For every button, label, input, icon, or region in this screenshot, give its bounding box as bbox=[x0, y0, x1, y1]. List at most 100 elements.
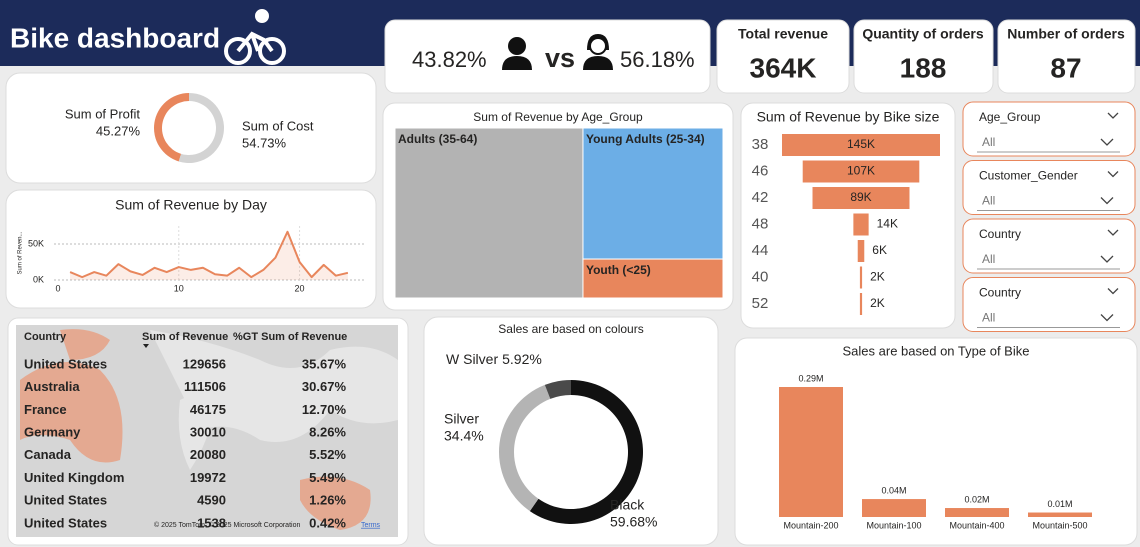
table-cell: United Kingdom bbox=[24, 470, 124, 485]
x-tick-label: 10 bbox=[174, 283, 184, 293]
table-cell: United States bbox=[24, 515, 107, 530]
slice-value: 45.27% bbox=[96, 123, 141, 138]
slice-value: 54.73% bbox=[242, 135, 287, 150]
chart-title: Sales are based on Type of Bike bbox=[843, 343, 1030, 358]
slice-label: Silver bbox=[444, 411, 479, 427]
x-tick-label: 20 bbox=[295, 283, 305, 293]
dropdown-chevron bbox=[1100, 197, 1114, 205]
colour-card bbox=[423, 316, 719, 546]
slicer-title: Customer_Gender bbox=[979, 169, 1078, 183]
category-label: 38 bbox=[752, 136, 769, 153]
table-cell: United States bbox=[24, 493, 107, 508]
slice-label: Sum of Profit bbox=[65, 106, 141, 121]
y-tick-label: 50K bbox=[28, 238, 44, 248]
table-cell: 5.49% bbox=[309, 470, 346, 485]
funnel-bar bbox=[853, 213, 869, 236]
treemap-tile bbox=[394, 127, 584, 299]
slicer-value: All bbox=[982, 311, 995, 325]
value-label: 0.02M bbox=[964, 494, 989, 504]
funnel-card bbox=[740, 102, 956, 329]
category-label: 46 bbox=[752, 162, 769, 179]
value-label: 0.01M bbox=[1047, 499, 1072, 509]
table-cell: United States bbox=[24, 356, 107, 371]
chevron bbox=[1107, 171, 1119, 178]
sort-arrow bbox=[143, 344, 149, 348]
chart-title: Sum of Revenue by Bike size bbox=[757, 109, 940, 125]
slicer-title: Age_Group bbox=[979, 110, 1041, 124]
slicer bbox=[962, 101, 1136, 157]
category-label: 42 bbox=[752, 189, 769, 206]
value-label: 89K bbox=[850, 190, 871, 204]
slicer bbox=[962, 277, 1136, 332]
slicer-value: All bbox=[982, 252, 995, 266]
value-label: 0.29M bbox=[798, 373, 823, 383]
table-cell: 111506 bbox=[184, 379, 226, 394]
donut-slice bbox=[529, 380, 644, 524]
dropdown-chevron bbox=[1100, 314, 1114, 322]
tile-label: Adults (35-64) bbox=[398, 132, 477, 146]
kpi-value: 87 bbox=[1050, 52, 1081, 83]
line-card bbox=[5, 189, 377, 309]
funnel-bar bbox=[812, 187, 910, 209]
map-attribution: © 2025 TomTom, © 2025 Microsoft Corporat… bbox=[154, 521, 300, 529]
kpi-value: 188 bbox=[900, 52, 947, 83]
table-cell: 1538 bbox=[197, 515, 226, 530]
bar bbox=[1028, 512, 1092, 517]
value-label: 2K bbox=[870, 296, 885, 310]
slice-value: 34.4% bbox=[444, 428, 484, 444]
chart-title: Sum of Revenue by Day bbox=[115, 197, 267, 213]
table-cell: 4590 bbox=[197, 493, 226, 508]
table-cell: 129656 bbox=[183, 356, 226, 371]
x-tick-label: 0 bbox=[55, 283, 60, 293]
table-cell: 1.26% bbox=[309, 493, 346, 508]
line bbox=[69, 230, 349, 279]
slicer-title: Country bbox=[979, 227, 1021, 241]
value-label: 14K bbox=[877, 217, 898, 231]
tile-label: Young Adults (25-34) bbox=[586, 132, 705, 146]
table-cell: 30.67% bbox=[302, 379, 347, 394]
donut-slice bbox=[544, 380, 571, 399]
value-label: 6K bbox=[872, 243, 887, 257]
category-label: Mountain-100 bbox=[866, 520, 921, 530]
table-cell: 0.42% bbox=[309, 515, 346, 530]
slicer bbox=[962, 218, 1136, 274]
chart-title: Sales are based on colours bbox=[498, 322, 643, 336]
kpi-label: Total revenue bbox=[738, 26, 828, 42]
map-terms[interactable]: Terms bbox=[361, 522, 381, 529]
funnel-bar bbox=[859, 293, 863, 315]
versus: vs bbox=[545, 43, 575, 73]
female-icon bbox=[583, 34, 613, 70]
category-label: 40 bbox=[752, 268, 769, 285]
table-cell: Canada bbox=[24, 447, 72, 462]
category-label: 44 bbox=[752, 242, 769, 259]
table-cell: Germany bbox=[24, 425, 81, 440]
chevron bbox=[1107, 229, 1119, 236]
slice-value: 59.68% bbox=[610, 514, 657, 530]
kpi-card bbox=[853, 19, 994, 94]
value-label: 107K bbox=[847, 164, 875, 178]
value-label: 2K bbox=[870, 270, 885, 284]
value-label: 0.04M bbox=[881, 485, 906, 495]
table-cell: 46175 bbox=[190, 402, 226, 417]
female-share: 56.18% bbox=[620, 47, 695, 72]
kpi-label: Number of orders bbox=[1007, 26, 1125, 42]
gender-card bbox=[384, 19, 711, 94]
treemap-tile bbox=[582, 258, 724, 299]
kpi-card bbox=[997, 19, 1136, 94]
column-header: %GT Sum of Revenue bbox=[233, 331, 347, 343]
table-cell: 30010 bbox=[190, 425, 226, 440]
funnel-bar bbox=[859, 266, 863, 289]
funnel-bar bbox=[857, 240, 865, 262]
donut-slice bbox=[499, 384, 551, 512]
slicer-value: All bbox=[982, 194, 995, 208]
table-cell: 12.70% bbox=[302, 402, 347, 417]
slice-label: Black bbox=[610, 497, 645, 513]
slicer-title: Country bbox=[979, 286, 1021, 300]
bar bbox=[862, 499, 926, 517]
slicers: Age_Group All Customer_Gender All Country All… bbox=[962, 101, 1136, 332]
value-label: 145K bbox=[847, 137, 875, 151]
slice-label: Sum of Cost bbox=[242, 118, 314, 133]
y-axis-label: Sum of Reven... bbox=[18, 231, 24, 274]
chart-title: Sum of Revenue by Age_Group bbox=[473, 110, 643, 124]
slicer-value: All bbox=[982, 135, 995, 149]
